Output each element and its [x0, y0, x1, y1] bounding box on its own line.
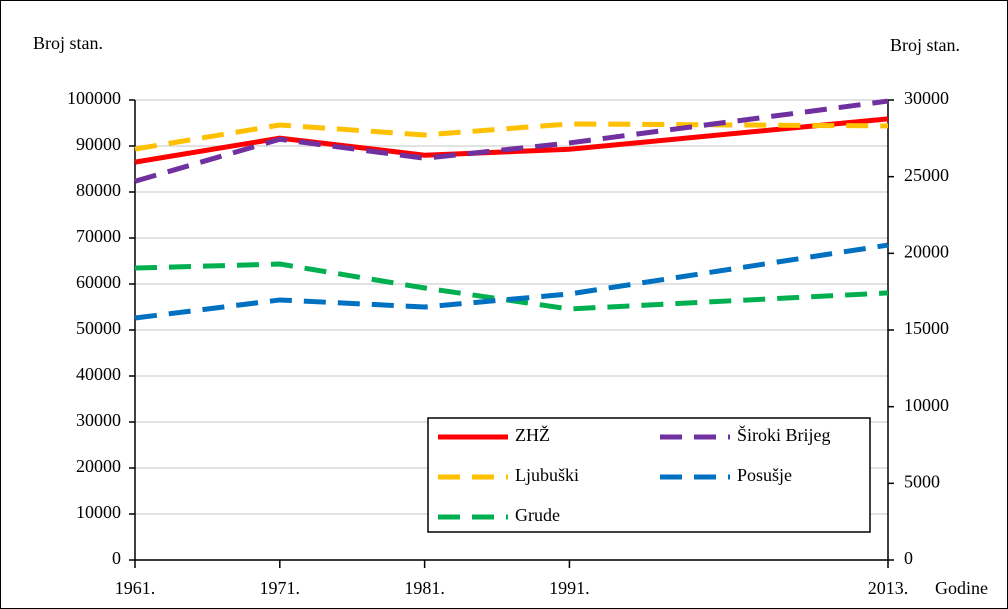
legend-label: Ljubuški: [515, 465, 579, 485]
x-axis-title: Godine: [935, 578, 988, 598]
y-tick-label: 30000: [76, 410, 121, 430]
series-line: [134, 121, 889, 152]
y-tick-label: 20000: [76, 456, 121, 476]
x-tick-label: 1991.: [549, 578, 590, 598]
y-tick-label: 40000: [76, 364, 121, 384]
y-axis-title: Broj stan.: [33, 33, 103, 53]
y2-tick-label: 10000: [904, 395, 949, 415]
y2-tick-label: 0: [904, 548, 913, 568]
legend-label: Grude: [515, 505, 560, 525]
y2-tick-label: 30000: [904, 88, 949, 108]
x-tick-label: 1981.: [404, 578, 445, 598]
y2-tick-label: 25000: [904, 165, 949, 185]
series-line: [134, 242, 889, 321]
x-tick-label: 1971.: [260, 578, 301, 598]
y-tick-label: 60000: [76, 272, 121, 292]
legend-label: Široki Brijeg: [737, 424, 831, 445]
y-tick-label: 100000: [67, 88, 121, 108]
legend-label: ZHŽ: [515, 424, 550, 445]
series-line: [134, 116, 889, 165]
series-line: [134, 98, 889, 184]
y-tick-label: 0: [112, 548, 121, 568]
legend-label: Posušje: [737, 465, 792, 485]
y-tick-label: 90000: [76, 134, 121, 154]
x-tick-label: 1961.: [115, 578, 156, 598]
y-tick-label: 50000: [76, 318, 121, 338]
series-line: [134, 261, 889, 312]
y-tick-label: 10000: [76, 502, 121, 522]
y2-tick-label: 5000: [904, 471, 940, 491]
y2-tick-label: 15000: [904, 318, 949, 338]
x-tick-label: 2013.: [868, 578, 909, 598]
y-tick-label: 70000: [76, 226, 121, 246]
y2-axis-title: Broj stan.: [890, 35, 960, 55]
y2-tick-label: 20000: [904, 241, 949, 261]
y-tick-label: 80000: [76, 180, 121, 200]
